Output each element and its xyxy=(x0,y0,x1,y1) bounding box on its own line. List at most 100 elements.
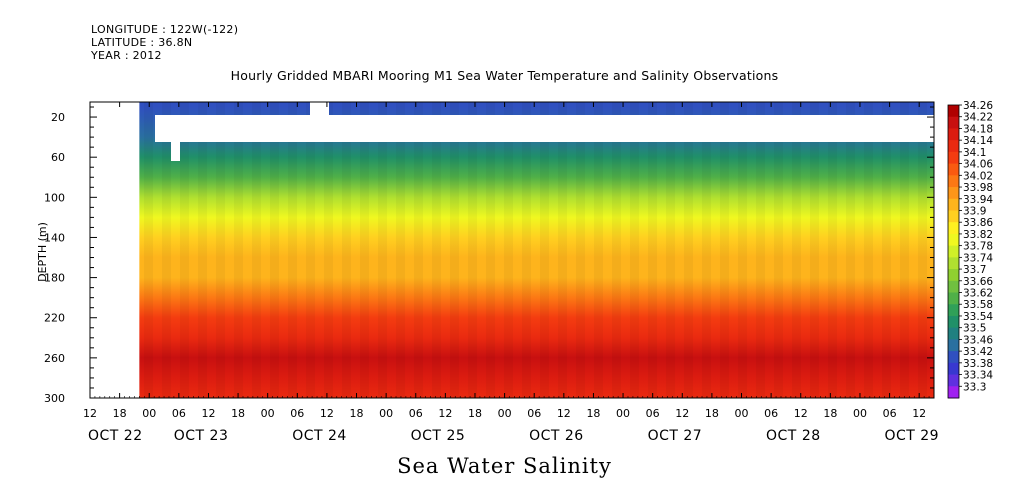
colorbar-swatch xyxy=(948,140,959,153)
colorbar-label: 34.06 xyxy=(963,159,993,171)
y-tick-label: 180 xyxy=(44,272,65,285)
colorbar-swatch xyxy=(948,386,959,399)
x-hour-label: 12 xyxy=(675,407,689,420)
colorbar-swatch xyxy=(948,327,959,340)
x-day-label: OCT 29 xyxy=(884,428,939,444)
x-hour-label: 06 xyxy=(527,407,541,420)
x-day-label: OCT 28 xyxy=(766,428,821,444)
chart-title: Hourly Gridded MBARI Mooring M1 Sea Wate… xyxy=(230,68,779,83)
colorbar-swatch xyxy=(948,163,959,176)
colorbar-label: 33.46 xyxy=(963,334,993,346)
colorbar-swatch xyxy=(948,257,959,270)
x-hour-label: 18 xyxy=(113,407,127,420)
x-hour-label: 06 xyxy=(646,407,660,420)
missing-data-notch xyxy=(171,140,180,161)
colorbar-swatch xyxy=(948,315,959,329)
y-tick-label: 60 xyxy=(51,151,65,164)
colorbar-swatch xyxy=(948,187,959,200)
colorbar-label: 33.62 xyxy=(963,288,993,300)
x-hour-label: 18 xyxy=(350,407,364,420)
plot-frame xyxy=(89,101,935,399)
colorbar-frame xyxy=(947,104,960,399)
colorbar-swatch xyxy=(948,105,959,118)
colorbar-swatch xyxy=(948,362,959,376)
x-day-label: OCT 24 xyxy=(292,428,347,444)
y-tick-label: 140 xyxy=(44,231,65,244)
x-day-label: OCT 27 xyxy=(648,428,703,444)
x-day-label: OCT 25 xyxy=(411,428,466,444)
y-tick-label: 300 xyxy=(44,392,65,405)
colorbar-swatch xyxy=(948,351,959,364)
x-axis: 12 18 00 06 12 18 00 06 12 18 00 06 12 18 00 06 12 18 00 06… xyxy=(83,102,939,444)
x-hour-label: 06 xyxy=(290,407,304,420)
colorbar-label: 34.18 xyxy=(963,123,993,135)
colorbar-swatch xyxy=(948,245,959,258)
longitude-label: LONGITUDE : 122W(-122) xyxy=(91,23,239,36)
colorbar-label: 34.26 xyxy=(963,100,993,112)
y-axis: 20 60 100 140 180 220 260 300 xyxy=(44,106,934,405)
colorbar-label: 34.14 xyxy=(963,135,993,147)
x-hour-label: 12 xyxy=(438,407,452,420)
y-tick-label: 20 xyxy=(51,111,65,124)
colorbar-swatch xyxy=(948,116,959,129)
colorbar-label: 33.78 xyxy=(963,241,993,253)
colorbar-label: 34.02 xyxy=(963,170,993,182)
colorbar-label: 34.22 xyxy=(963,112,993,124)
colorbar-swatch xyxy=(948,222,959,235)
salinity-texture xyxy=(139,102,935,398)
x-axis-title: Sea Water Salinity xyxy=(397,454,612,478)
colorbar-label: 33.7 xyxy=(963,264,986,276)
colorbar-swatch xyxy=(948,175,959,188)
x-hour-label: 18 xyxy=(231,407,245,420)
colorbar-label: 33.74 xyxy=(963,252,993,264)
x-day-label: OCT 26 xyxy=(529,428,584,444)
x-hour-label: 00 xyxy=(853,407,867,420)
colorbar-label: 34.1 xyxy=(963,147,986,159)
colorbar-swatch xyxy=(948,280,959,294)
colorbar-swatch xyxy=(948,210,959,223)
colorbar-swatch xyxy=(948,198,959,211)
x-hour-label: 18 xyxy=(705,407,719,420)
plot-area xyxy=(89,101,935,399)
colorbar-label: 33.94 xyxy=(963,194,993,206)
colorbar-label: 33.82 xyxy=(963,229,993,241)
y-tick-label: 220 xyxy=(44,312,65,325)
x-hour-label: 06 xyxy=(883,407,897,420)
colorbar-label: 33.38 xyxy=(963,358,993,370)
colorbar-swatch xyxy=(948,128,959,141)
colorbar-swatch xyxy=(948,292,959,305)
year-label: YEAR : 2012 xyxy=(91,49,162,62)
x-hour-label: 00 xyxy=(616,407,630,420)
colorbar-swatch xyxy=(948,233,959,247)
x-hour-label: 06 xyxy=(764,407,778,420)
colorbar-swatch xyxy=(948,304,959,317)
x-hour-label: 12 xyxy=(201,407,215,420)
colorbar-swatch xyxy=(948,151,959,165)
x-hour-label: 18 xyxy=(468,407,482,420)
x-hour-label: 12 xyxy=(794,407,808,420)
colorbar-label: 33.58 xyxy=(963,299,993,311)
x-hour-label: 00 xyxy=(379,407,393,420)
x-hour-label: 06 xyxy=(172,407,186,420)
missing-data-band xyxy=(155,115,934,142)
latitude-label: LATITUDE : 36.8N xyxy=(91,36,193,49)
colorbar-label: 33.42 xyxy=(963,346,993,358)
colorbar-label: 33.34 xyxy=(963,370,993,382)
colorbar-swatch xyxy=(948,339,959,352)
x-hour-label: 00 xyxy=(735,407,749,420)
colorbar-label: 33.9 xyxy=(963,205,986,217)
colorbar-label: 33.86 xyxy=(963,217,993,229)
x-hour-label: 00 xyxy=(261,407,275,420)
x-hour-label: 00 xyxy=(498,407,512,420)
y-axis-title: DEPTH (m) xyxy=(36,222,49,282)
colorbar-label: 33.3 xyxy=(963,381,986,393)
colorbar-label: 33.66 xyxy=(963,276,993,288)
x-day-label: OCT 23 xyxy=(174,428,229,444)
colorbar-label: 33.98 xyxy=(963,182,993,194)
colorbar-label: 33.54 xyxy=(963,311,993,323)
colorbar-swatch xyxy=(948,374,959,387)
x-day-label: OCT 22 xyxy=(88,428,143,444)
y-tick-label: 260 xyxy=(44,352,65,365)
x-hour-label: 12 xyxy=(83,407,97,420)
